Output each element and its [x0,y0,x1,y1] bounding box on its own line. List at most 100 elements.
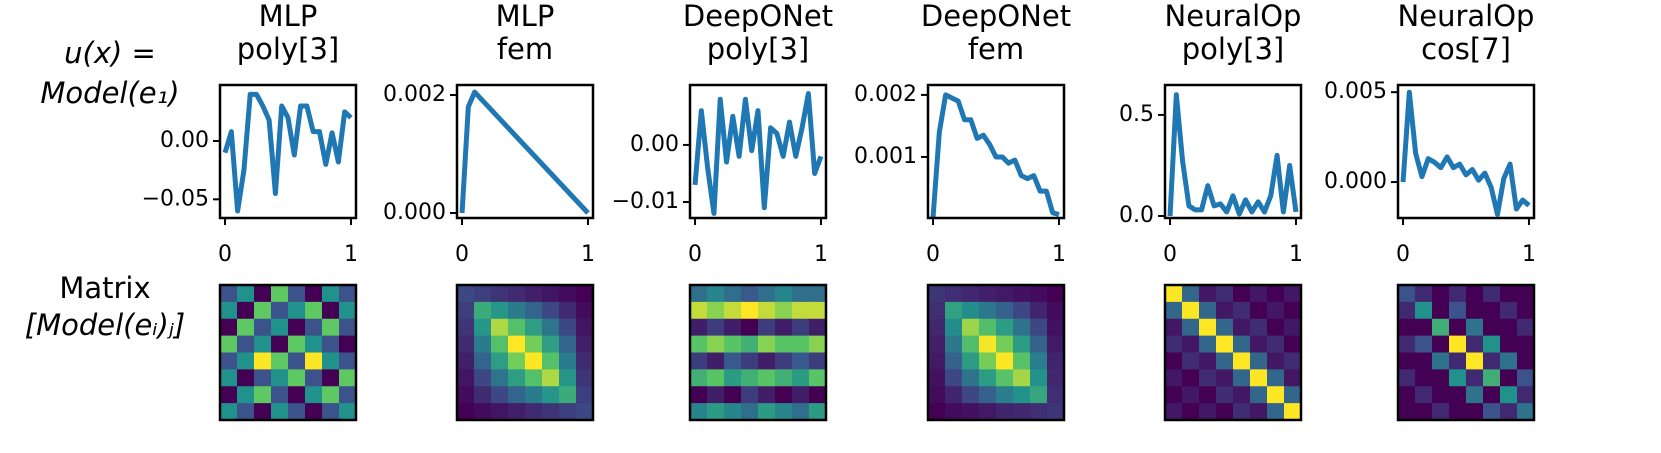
heatmap-cell [741,301,759,320]
heatmap-cell [928,386,946,404]
heatmap-cell [1182,301,1200,320]
heatmap-cell [962,335,980,353]
heatmap-cell [1432,318,1450,337]
heatmap-cell [775,301,793,320]
heatmap-cell [1233,352,1251,370]
heatmap-cell [474,285,492,303]
heatmap-cell [1165,285,1183,303]
heatmap-cell [809,301,827,320]
panel-title: MLP [496,0,555,33]
heatmap-cell [945,285,963,303]
heatmap-cell [1517,335,1535,353]
heatmap-cell [758,386,776,404]
heatmap-cell [1415,403,1433,421]
heatmap-cell [1483,335,1501,353]
heatmap-cell [271,403,289,421]
heatmap-cell [220,301,238,320]
x-tick-label: 1 [814,242,828,267]
heatmap-cell [457,301,475,320]
heatmap-cell [1216,335,1234,353]
heatmap-cell [322,352,340,370]
heatmap-cell [1398,403,1416,421]
heatmap-cell [288,285,306,303]
heatmap-cell [741,386,759,404]
panel-title: DeepONet [921,0,1071,33]
heatmap-cell [508,369,526,387]
heatmap-cell [1250,301,1268,320]
y-tick-label: 0.001 [854,144,917,169]
heatmap-cell [508,301,526,320]
heatmap-cell [288,335,306,353]
x-tick-label: 1 [1522,242,1536,267]
x-tick-label: 0 [688,242,702,267]
heatmap-cell [237,335,255,353]
heatmap-cell [1432,301,1450,320]
heatmap-cell [1216,386,1234,404]
heatmap-cell [792,352,810,370]
heatmap-cell [508,335,526,353]
heatmap-cell [220,386,238,404]
y-tick-label: −0.05 [142,186,209,211]
row-label: u(x) = [64,36,156,70]
heatmap-cell [576,352,594,370]
heatmap-cell [1415,369,1433,387]
heatmap-cell [945,386,963,404]
heatmap-cell [1267,335,1285,353]
heatmap-cell [1500,352,1518,370]
heatmap-cell [979,352,997,370]
heatmap-cell [271,285,289,303]
heatmap-cell [1483,369,1501,387]
heatmap-cell [1432,335,1450,353]
panel-title: fem [968,32,1024,66]
x-tick-label: 0 [218,242,232,267]
heatmap-cell [979,369,997,387]
heatmap-cell [707,386,725,404]
heatmap-cell [1233,318,1251,337]
heatmap-cell [979,403,997,421]
heatmap-cell [1199,369,1217,387]
series-line [930,92,1060,218]
heatmap-cell [1250,352,1268,370]
series-line [1400,89,1531,217]
heatmap-cell [1030,369,1048,387]
heatmap-cell [1483,285,1501,303]
heatmap-cell [962,318,980,337]
heatmap-cell [1233,285,1251,303]
y-tick-label: 0.002 [383,82,446,107]
x-tick-label: 1 [344,242,358,267]
heatmap-cell [1284,369,1302,387]
heatmap-cell [962,301,980,320]
heatmap-cell [457,285,475,303]
x-tick-label: 0 [1163,242,1177,267]
heatmap-cell [339,352,357,370]
heatmap-cell [707,285,725,303]
heatmap-cell [1233,403,1251,421]
heatmap-cell [775,285,793,303]
heatmap-frame [1163,283,1303,422]
heatmap-cell [559,386,577,404]
row-label: Model(e₁) [40,76,179,110]
heatmap-cell [1047,386,1065,404]
heatmap-cell [339,386,357,404]
heatmap-cell [1182,352,1200,370]
heatmap-cell [928,335,946,353]
heatmap-cell [1284,285,1302,303]
heatmap-frame [218,283,358,422]
heatmap-cell [724,335,742,353]
heatmap-cell [220,403,238,421]
heatmap-cell [962,352,980,370]
heatmap-cell [322,318,340,337]
heatmap-cell [962,285,980,303]
heatmap-cell [1047,301,1065,320]
heatmap-cell [1199,386,1217,404]
heatmap-cell [542,352,560,370]
heatmap-cell [305,352,323,370]
heatmap-cell [792,285,810,303]
heatmap-cell [322,386,340,404]
heatmap-cell [508,386,526,404]
heatmap-cell [559,369,577,387]
heatmap-cell [220,318,238,337]
heatmap-cell [254,369,272,387]
heatmap-cell [996,403,1014,421]
heatmap-cell [322,335,340,353]
